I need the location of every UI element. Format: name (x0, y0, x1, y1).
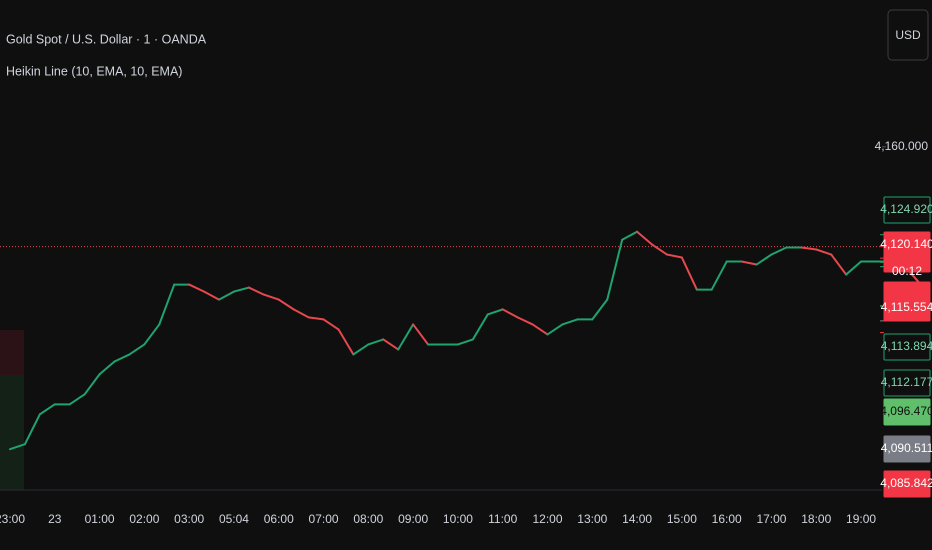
line-segment (158, 283, 176, 326)
line-segment (531, 323, 549, 336)
line-segment (830, 253, 848, 276)
x-tick-label: 03:00 (174, 512, 204, 526)
line-segment (277, 298, 295, 311)
price-tag-label: 4,112.177 (881, 375, 932, 389)
range-box-red (0, 330, 24, 375)
line-segment (232, 286, 250, 293)
x-tick-label: 16:00 (712, 512, 742, 526)
line-segment (606, 238, 624, 301)
line-segment (591, 298, 609, 321)
currency-label[interactable]: USD (895, 28, 921, 42)
line-segment (665, 253, 683, 259)
x-tick-label: 07:00 (309, 512, 339, 526)
line-segment (412, 323, 430, 346)
price-tag-label: 4,124.920 (880, 202, 932, 216)
line-segment (397, 323, 415, 351)
line-segment (292, 308, 310, 319)
price-tag (883, 435, 931, 463)
x-tick-label: 06:00 (264, 512, 294, 526)
line-segment (740, 260, 758, 266)
x-tick-label: 23 (48, 512, 62, 526)
line-segment (218, 290, 235, 301)
x-tick-label: 19:00 (846, 512, 876, 526)
line-segment (262, 293, 280, 301)
price-tag (883, 398, 931, 426)
price-tag (883, 470, 931, 498)
chart-title: Gold Spot / U.S. Dollar · 1 · OANDA (6, 32, 207, 46)
range-box-green (0, 375, 24, 490)
line-segment (770, 246, 788, 256)
price-tag-label: 4,113.894 (881, 339, 932, 353)
line-segment (9, 443, 26, 451)
line-segment (546, 323, 564, 336)
price-tag-label: 4,115.554 (881, 300, 932, 314)
price-tag (883, 369, 931, 397)
line-segment (68, 393, 86, 406)
line-segment (636, 230, 654, 246)
line-segment (128, 343, 146, 356)
line-segment (38, 403, 56, 416)
x-tick-label: 02:00 (129, 512, 159, 526)
x-tick-label: 14:00 (622, 512, 652, 526)
line-segment (710, 260, 728, 291)
y-tick-label: 4,160.000 (875, 139, 929, 153)
x-tick-label: 11:00 (488, 512, 517, 526)
line-segment (486, 308, 504, 316)
x-tick-label: 08:00 (353, 512, 383, 526)
x-tick-label: 12:00 (533, 512, 563, 526)
line-segment (352, 343, 370, 356)
x-tick-label: 18:00 (801, 512, 831, 526)
line-segment (621, 230, 639, 241)
line-segment (98, 360, 116, 376)
line-segment (800, 246, 818, 251)
line-segment (322, 318, 340, 331)
line-segment (755, 253, 773, 266)
price-tag-label: 4,120.140 (880, 237, 932, 251)
x-tick-label: 23:00 (0, 512, 25, 526)
line-segment (680, 256, 698, 291)
price-tag (883, 281, 931, 322)
line-segment (83, 373, 101, 396)
line-segment (561, 318, 579, 326)
line-segment (247, 286, 265, 296)
currency-button[interactable] (887, 9, 929, 61)
price-tag (883, 231, 931, 273)
line-segment (23, 413, 41, 446)
price-tag (883, 196, 931, 224)
line-segment (337, 328, 355, 356)
countdown: 00:12 (892, 264, 922, 278)
line-segment (471, 313, 489, 341)
x-tick-label: 05:04 (219, 512, 249, 526)
line-segment (307, 316, 325, 321)
x-tick-label: 15:00 (667, 512, 697, 526)
line-segment (382, 338, 400, 351)
price-tag-label: 4,085.842 (880, 476, 932, 490)
x-tick-label: 17:00 (756, 512, 786, 526)
line-segment (501, 308, 519, 319)
line-segment (367, 338, 385, 346)
line-segment (113, 353, 131, 363)
price-tag-label: 4,096.470 (880, 404, 932, 418)
line-segment (516, 316, 534, 326)
line-segment (188, 283, 206, 293)
indicator-label: Heikin Line (10, EMA, 10, EMA) (6, 64, 182, 78)
line-segment (651, 243, 668, 256)
line-segment (203, 290, 221, 301)
line-segment (815, 248, 833, 256)
x-tick-label: 13:00 (577, 512, 607, 526)
line-segment (456, 338, 474, 346)
line-segment (845, 260, 863, 276)
price-tag (883, 333, 931, 361)
line-segment (143, 323, 161, 346)
x-tick-label: 09:00 (398, 512, 428, 526)
x-tick-label: 01:00 (85, 512, 115, 526)
price-tag-label: 4,090.511 (881, 441, 932, 455)
x-tick-label: 10:00 (443, 512, 473, 526)
